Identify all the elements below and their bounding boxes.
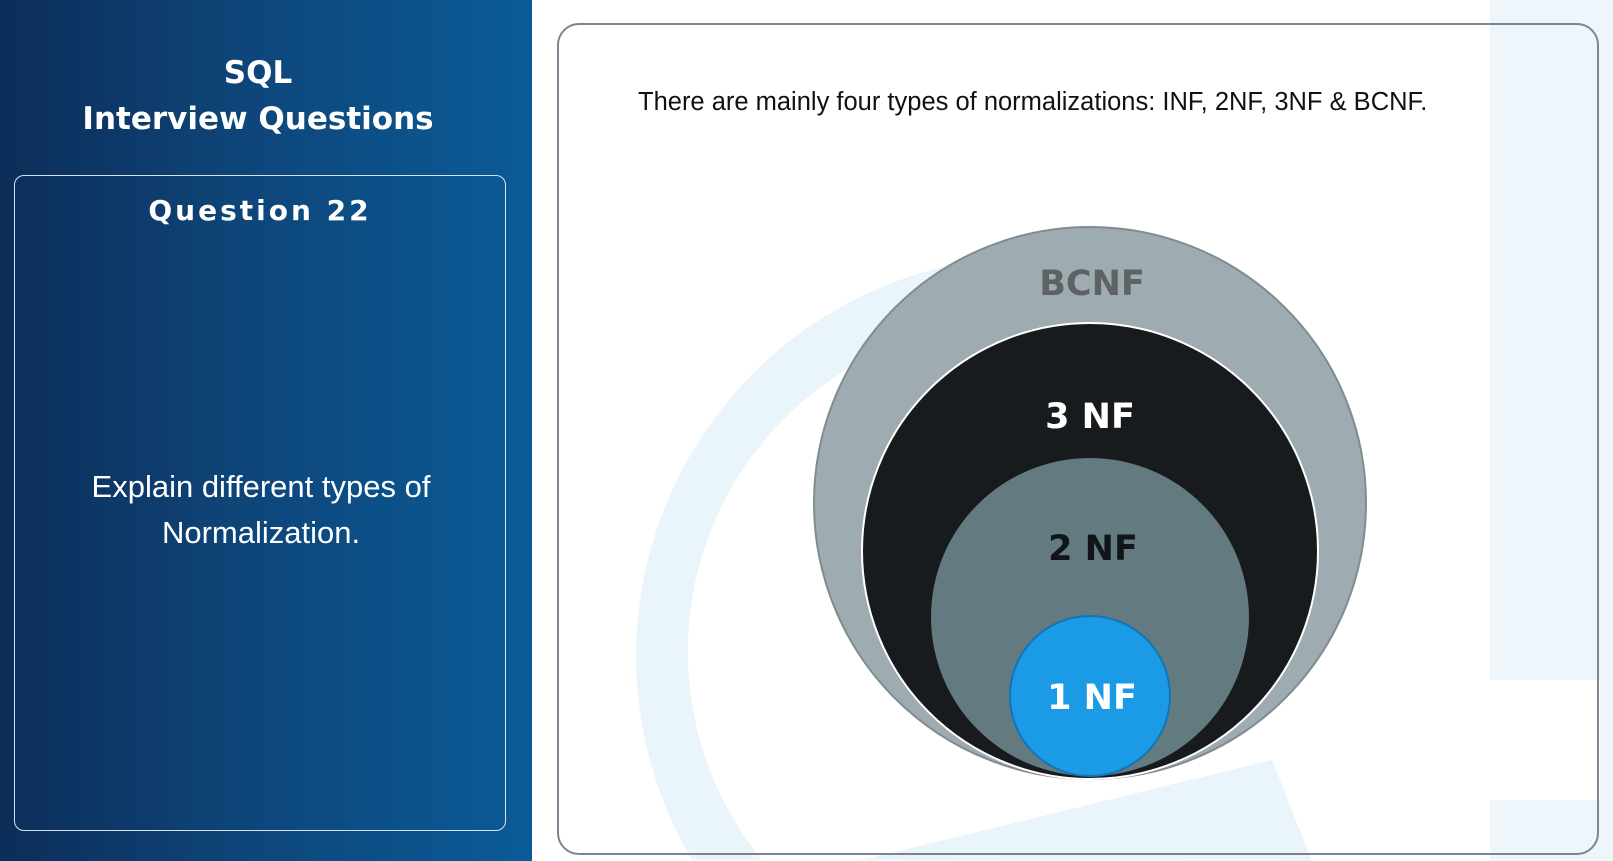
- right-edge-strip: [1600, 0, 1613, 861]
- watermark-logo: [636, 0, 1613, 861]
- 3nf-label: 3 NF: [1045, 397, 1135, 437]
- question-number: Question 22: [148, 194, 372, 227]
- title-interview-questions: Interview Questions: [82, 101, 434, 137]
- sidebar-title: SQL Interview Questions: [0, 50, 516, 142]
- intro-text: There are mainly four types of normaliza…: [638, 88, 1428, 116]
- question-card: Question 22 Explain different types of N…: [14, 175, 506, 831]
- 2nf-label: 2 NF: [1048, 529, 1138, 569]
- question-line-2: Normalization.: [161, 515, 361, 550]
- 1nf-label: 1 NF: [1047, 678, 1137, 718]
- sidebar: SQL Interview Questions Question 22 Expl…: [0, 0, 532, 861]
- content-card: [557, 23, 1599, 855]
- question-line-1: Explain different types of: [91, 469, 431, 504]
- question-text: Explain different types of Normalization…: [35, 464, 487, 556]
- title-sql: SQL: [223, 55, 293, 91]
- bcnf-label: BCNF: [1039, 264, 1145, 304]
- 1nf-circle: [1009, 615, 1171, 777]
